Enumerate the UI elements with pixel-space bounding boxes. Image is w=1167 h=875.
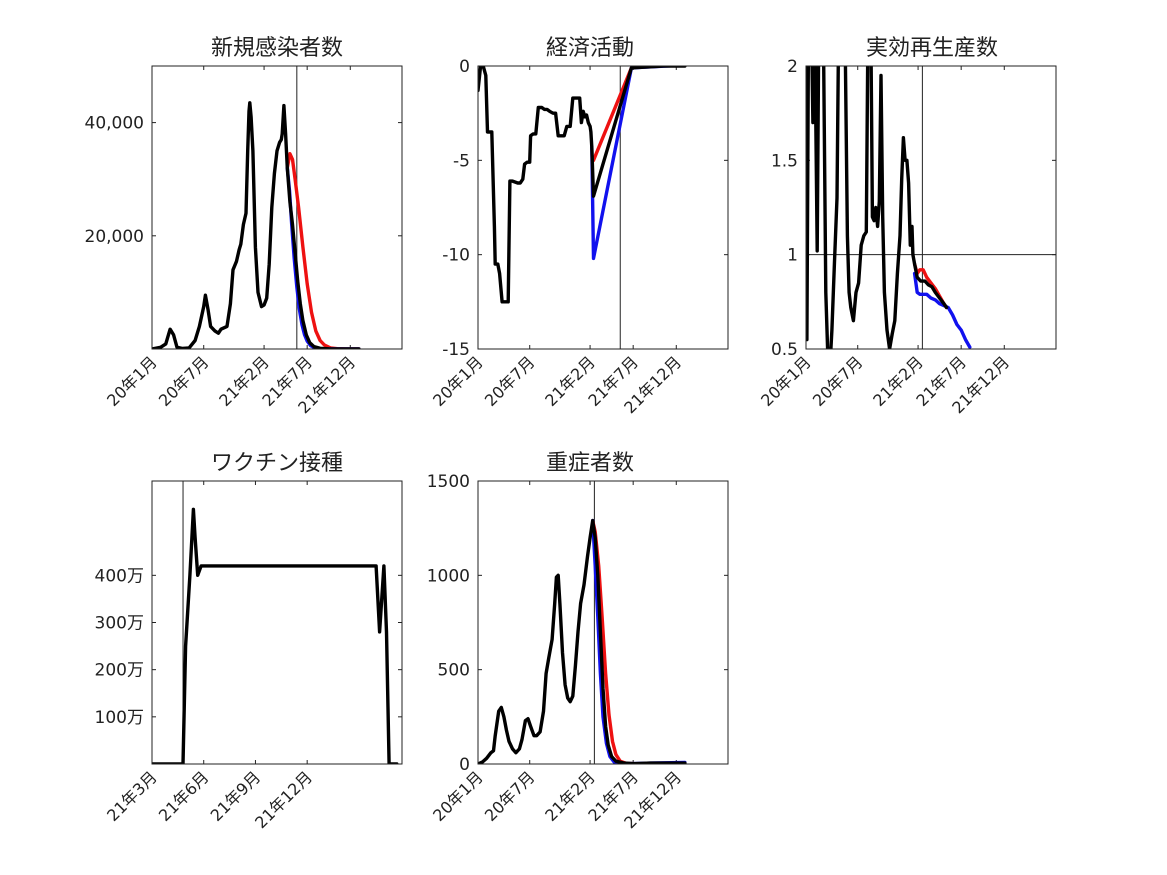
- series-line-black: [806, 66, 949, 349]
- x-tick-label: 21年3月: [103, 767, 161, 825]
- y-tick-label: 200万: [95, 661, 144, 681]
- chart-title: 重症者数: [546, 451, 634, 476]
- panel-vaccination: ワクチン接種 100万200万300万400万21年3月21年6月21年9月21…: [95, 451, 403, 832]
- chart-title: 実効再生産数: [866, 36, 998, 61]
- series-line-black: [478, 518, 687, 764]
- y-tick-label: 1: [787, 246, 798, 266]
- series-line-red: [285, 152, 361, 349]
- chart-title: 経済活動: [546, 36, 634, 61]
- series-line-black: [152, 507, 399, 764]
- x-tick-label: 20年1月: [429, 767, 487, 825]
- x-tick-label: 20年7月: [155, 352, 213, 410]
- plot-frame: [805, 65, 1057, 350]
- y-tick-label: 0.5: [771, 340, 798, 360]
- x-tick-label: 21年12月: [251, 767, 316, 832]
- y-tick-label: 500: [438, 661, 470, 681]
- series-line-blue: [912, 271, 972, 349]
- x-tick-label: 20年1月: [429, 352, 487, 410]
- y-tick-label: -10: [442, 246, 470, 266]
- y-tick-label: 2: [787, 57, 798, 77]
- y-tick-label: 20,000: [85, 227, 144, 247]
- y-tick-label: 40,000: [85, 114, 144, 134]
- y-tick-label: 400万: [95, 566, 144, 586]
- y-tick-label: 300万: [95, 614, 144, 634]
- plot-frame: [151, 480, 403, 765]
- y-tick-label: -5: [453, 151, 470, 171]
- series-line-black: [478, 66, 687, 304]
- y-tick-label: 1.5: [771, 151, 798, 171]
- x-tick-label: 20年7月: [481, 352, 539, 410]
- x-tick-label: 20年7月: [809, 352, 867, 410]
- plot-frame: [151, 65, 403, 350]
- x-tick-label: 20年1月: [757, 352, 815, 410]
- plot-frame: [477, 65, 729, 350]
- x-tick-label: 21年6月: [155, 767, 213, 825]
- chart-title: ワクチン接種: [211, 451, 343, 476]
- x-tick-label: 20年7月: [481, 767, 539, 825]
- y-tick-label: 0: [459, 755, 470, 775]
- plot-frame: [477, 480, 729, 765]
- y-tick-label: 1000: [427, 566, 470, 586]
- chart-title: 新規感染者数: [211, 36, 343, 61]
- y-tick-label: 100万: [95, 708, 144, 728]
- y-tick-label: 1500: [427, 472, 470, 492]
- series-line-black: [152, 101, 361, 349]
- y-tick-label: -15: [442, 340, 470, 360]
- y-tick-label: 0: [459, 57, 470, 77]
- x-tick-label: 20年1月: [103, 352, 161, 410]
- series-line-blue: [590, 66, 687, 261]
